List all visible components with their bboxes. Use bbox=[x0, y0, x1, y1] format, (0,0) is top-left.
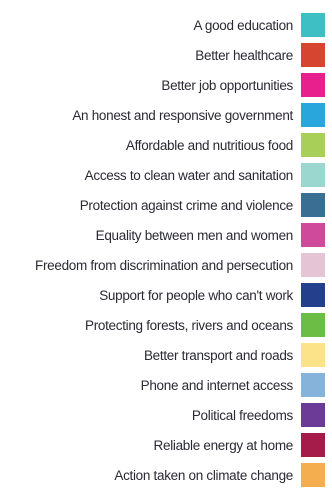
legend: A good education Better healthcare Bette… bbox=[0, 10, 332, 490]
legend-item: Access to clean water and sanitation bbox=[0, 160, 332, 190]
legend-item: Support for people who can't work bbox=[0, 280, 332, 310]
legend-label: Affordable and nutritious food bbox=[125, 137, 293, 153]
legend-swatch bbox=[301, 43, 325, 67]
legend-item: Protecting forests, rivers and oceans bbox=[0, 310, 332, 340]
legend-item: Affordable and nutritious food bbox=[0, 130, 332, 160]
legend-swatch bbox=[301, 163, 325, 187]
legend-label: Phone and internet access bbox=[140, 377, 294, 393]
legend-swatch bbox=[301, 193, 325, 217]
legend-swatch bbox=[301, 343, 325, 367]
legend-item: Political freedoms bbox=[0, 400, 332, 430]
legend-item: A good education bbox=[0, 10, 332, 40]
legend-label: Action taken on climate change bbox=[114, 467, 293, 483]
legend-label: An honest and responsive government bbox=[72, 107, 293, 123]
legend-item: Phone and internet access bbox=[0, 370, 332, 400]
legend-swatch bbox=[301, 103, 325, 127]
legend-swatch bbox=[301, 283, 325, 307]
legend-label: Access to clean water and sanitation bbox=[84, 167, 294, 183]
legend-label: Better healthcare bbox=[195, 47, 293, 63]
legend-swatch bbox=[301, 13, 325, 37]
legend-label: Protecting forests, rivers and oceans bbox=[84, 317, 293, 333]
legend-label: Support for people who can't work bbox=[99, 287, 293, 303]
legend-item: Freedom from discrimination and persecut… bbox=[0, 250, 332, 280]
legend-swatch bbox=[301, 373, 325, 397]
legend-label: Protection against crime and violence bbox=[79, 197, 294, 213]
legend-swatch bbox=[301, 223, 325, 247]
legend-label: Political freedoms bbox=[191, 407, 293, 423]
legend-item: Reliable energy at home bbox=[0, 430, 332, 460]
legend-swatch bbox=[301, 403, 325, 427]
legend-item: Better healthcare bbox=[0, 40, 332, 70]
legend-item: An honest and responsive government bbox=[0, 100, 332, 130]
legend-swatch bbox=[301, 313, 325, 337]
legend-item: Better transport and roads bbox=[0, 340, 332, 370]
legend-label: A good education bbox=[193, 17, 293, 33]
legend-label: Freedom from discrimination and persecut… bbox=[35, 257, 293, 273]
legend-label: Better transport and roads bbox=[143, 347, 293, 363]
legend-item: Protection against crime and violence bbox=[0, 190, 332, 220]
legend-swatch bbox=[301, 253, 325, 277]
legend-label: Reliable energy at home bbox=[153, 437, 294, 453]
legend-item: Action taken on climate change bbox=[0, 460, 332, 490]
legend-item: Equality between men and women bbox=[0, 220, 332, 250]
legend-swatch bbox=[301, 433, 325, 457]
legend-swatch bbox=[301, 73, 325, 97]
legend-swatch bbox=[301, 133, 325, 157]
legend-label: Equality between men and women bbox=[95, 227, 294, 243]
legend-item: Better job opportunities bbox=[0, 70, 332, 100]
legend-swatch bbox=[301, 463, 325, 487]
legend-label: Better job opportunities bbox=[161, 77, 293, 93]
